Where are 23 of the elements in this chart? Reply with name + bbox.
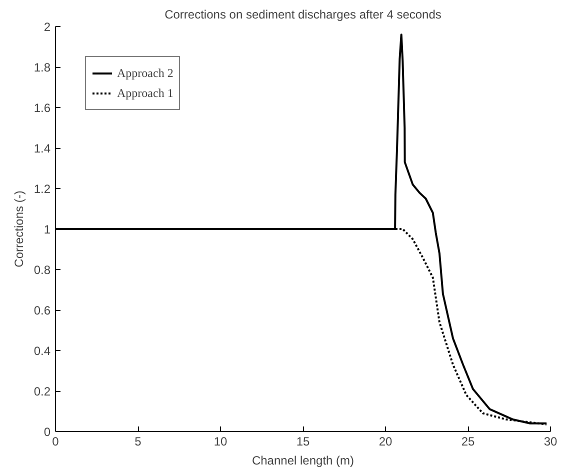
y-tick-label: 0 [44,425,51,439]
y-tick-label: 0.8 [34,263,51,277]
x-tick-label: 0 [52,434,60,448]
x-axis-title: Channel length (m) [252,454,354,468]
x-tick-label: 5 [134,434,142,448]
y-axis-title: Corrections (-) [12,190,26,268]
x-tick-label: 15 [296,434,310,448]
y-tick-label: 2 [44,20,51,34]
y-tick-label: 1.4 [34,142,51,156]
x-tick-label: 10 [214,434,228,448]
y-tick-label: 0.2 [34,384,51,398]
y-tick-label: 0.6 [34,304,51,318]
x-tick-label: 25 [461,434,475,448]
x-tick-label: 20 [378,434,392,448]
y-tick-label: 1.6 [34,101,51,115]
chart-title: Corrections on sediment discharges after 4 seconds [164,8,442,22]
x-tick-label: 30 [544,434,558,448]
y-tick-label: 0.4 [34,344,51,358]
y-tick-label: 1 [44,222,51,236]
legend-label: Approach 2 [117,66,174,80]
legend-label: Approach 1 [117,86,174,100]
y-tick-label: 1.2 [34,182,51,196]
y-tick-label: 1.8 [34,60,51,74]
